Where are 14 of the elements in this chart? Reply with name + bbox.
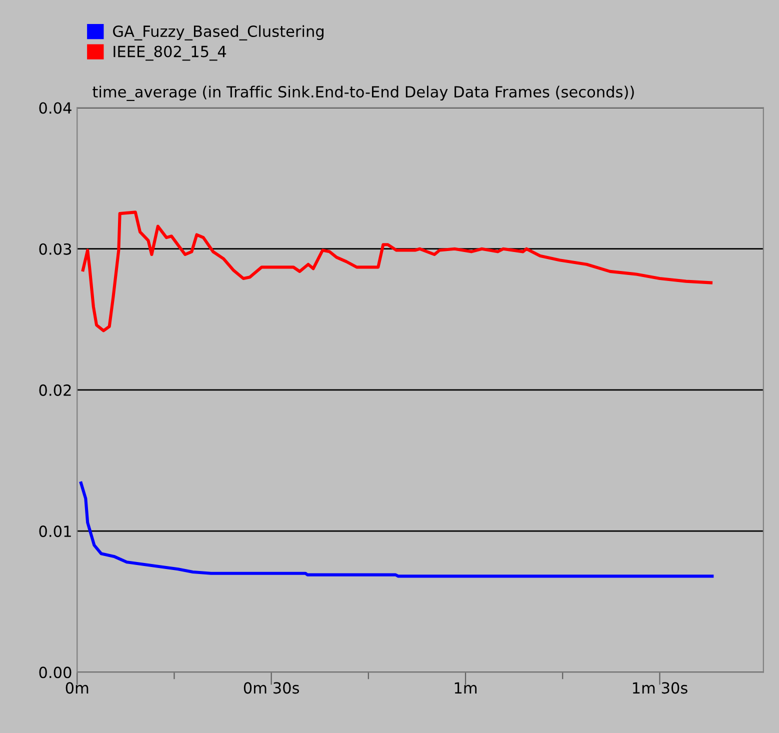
x-tick-label: 0m — [66, 682, 88, 694]
y-tick-label: 0.03 — [39, 243, 72, 255]
x-tick-label: 0m 30s — [244, 682, 300, 694]
chart-title: time_average (in Traffic Sink.End-to-End Delay Data Frames (seconds)) — [92, 86, 634, 101]
y-tick-label: 0.00 — [39, 666, 72, 678]
line-series — [79, 482, 714, 578]
y-tick-label: 0.04 — [39, 102, 72, 114]
y-tick-label: 0.02 — [39, 384, 71, 396]
x-tick-label: 1m — [454, 682, 477, 694]
legend-label: GA_Fuzzy_Based_Clustering — [113, 25, 324, 40]
legend-label: IEEE_802_15_4 — [114, 46, 226, 61]
x-tick-label: 1m 30s — [632, 682, 688, 694]
line-series — [81, 210, 713, 332]
y-tick-label: 0.01 — [39, 526, 71, 538]
